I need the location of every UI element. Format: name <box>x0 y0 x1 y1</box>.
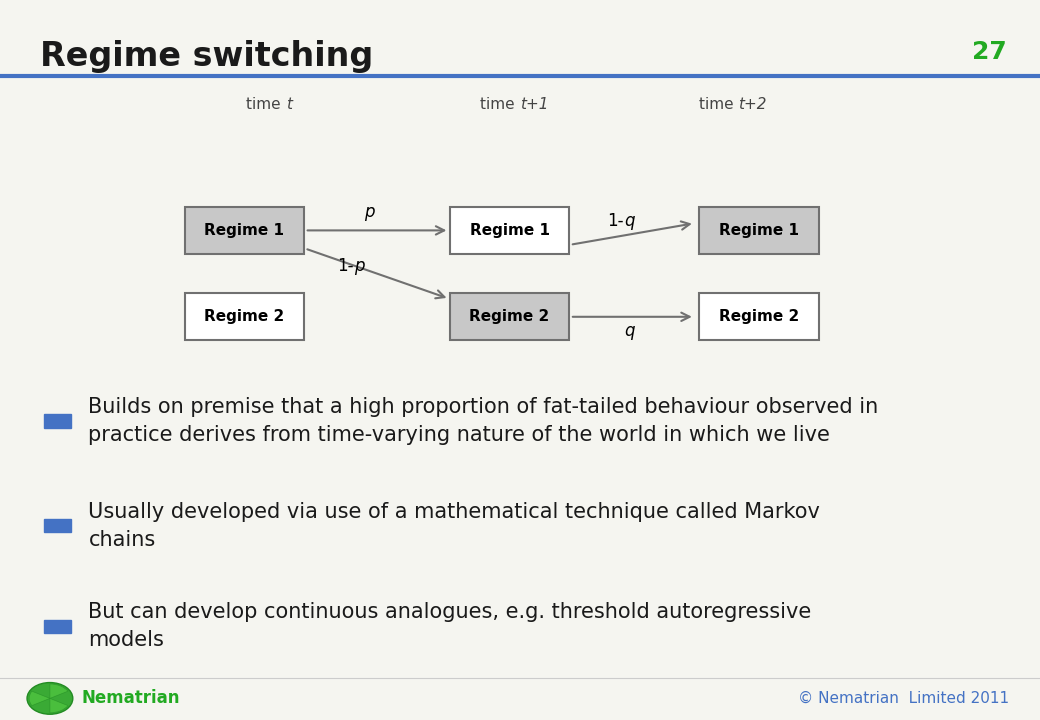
Text: t: t <box>286 97 292 112</box>
FancyBboxPatch shape <box>699 294 820 340</box>
Text: q: q <box>624 212 634 230</box>
Text: Builds on premise that a high proportion of fat-tailed behaviour observed in
pra: Builds on premise that a high proportion… <box>88 397 879 445</box>
FancyBboxPatch shape <box>185 294 304 340</box>
Wedge shape <box>50 698 68 713</box>
Text: t+2: t+2 <box>738 97 766 112</box>
Circle shape <box>27 683 73 714</box>
Text: Regime switching: Regime switching <box>40 40 372 73</box>
Text: time: time <box>480 97 520 112</box>
FancyBboxPatch shape <box>44 620 71 633</box>
FancyBboxPatch shape <box>185 207 304 253</box>
Text: Regime 2: Regime 2 <box>204 310 285 324</box>
Wedge shape <box>29 691 50 706</box>
Text: time: time <box>699 97 738 112</box>
Text: Nematrian: Nematrian <box>81 690 180 707</box>
FancyBboxPatch shape <box>699 207 820 253</box>
Text: 27: 27 <box>972 40 1007 63</box>
Text: p: p <box>364 204 374 222</box>
Text: © Nematrian  Limited 2011: © Nematrian Limited 2011 <box>798 691 1009 706</box>
Text: t+1: t+1 <box>520 97 548 112</box>
FancyBboxPatch shape <box>450 294 570 340</box>
Text: Regime 2: Regime 2 <box>719 310 800 324</box>
Text: Regime 2: Regime 2 <box>469 310 550 324</box>
FancyBboxPatch shape <box>44 519 71 532</box>
Text: 1-: 1- <box>337 257 354 275</box>
Text: Regime 1: Regime 1 <box>720 223 799 238</box>
Text: q: q <box>624 323 634 340</box>
Text: But can develop continuous analogues, e.g. threshold autoregressive
models: But can develop continuous analogues, e.… <box>88 603 811 650</box>
Wedge shape <box>50 684 68 698</box>
Text: 1-: 1- <box>607 212 624 230</box>
Text: Regime 1: Regime 1 <box>205 223 284 238</box>
Text: Usually developed via use of a mathematical technique called Markov
chains: Usually developed via use of a mathemati… <box>88 502 821 549</box>
Text: Regime 1: Regime 1 <box>470 223 549 238</box>
FancyBboxPatch shape <box>450 207 570 253</box>
Text: time: time <box>246 97 286 112</box>
Text: p: p <box>354 257 364 275</box>
FancyBboxPatch shape <box>44 415 71 428</box>
